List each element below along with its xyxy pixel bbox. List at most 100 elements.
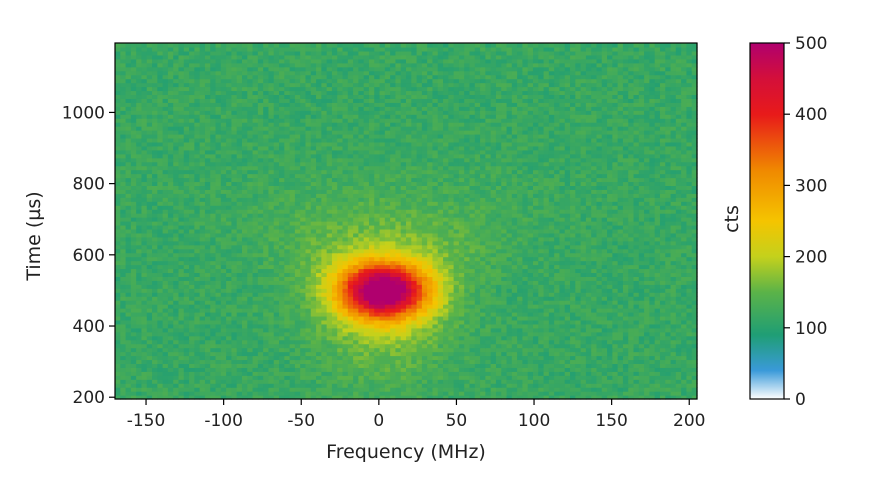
heatmap-cell <box>437 387 444 392</box>
heatmap-cell <box>437 379 444 384</box>
heatmap-cell <box>675 288 682 293</box>
heatmap-cell <box>543 221 550 226</box>
heatmap-cell <box>363 292 370 297</box>
heatmap-cell <box>406 252 412 258</box>
heatmap-cell <box>501 224 508 230</box>
heatmap-cell <box>416 284 423 289</box>
heatmap-cell <box>358 319 365 325</box>
heatmap-cell <box>310 300 317 305</box>
heatmap-cell <box>670 296 677 301</box>
heatmap-cell <box>421 379 428 384</box>
heatmap-cell <box>453 327 460 333</box>
heatmap-cell <box>469 367 476 372</box>
heatmap-cell <box>294 304 301 309</box>
heatmap-cell <box>591 367 598 372</box>
heatmap-cell <box>279 371 285 376</box>
heatmap-cell <box>448 280 455 285</box>
heatmap-cell <box>379 395 386 400</box>
heatmap-cell <box>416 232 423 238</box>
heatmap-cell <box>374 315 381 321</box>
heatmap-cell <box>517 308 523 313</box>
heatmap-cell <box>263 387 270 392</box>
heatmap-cell <box>141 391 148 396</box>
heatmap-cell <box>331 284 338 289</box>
heatmap-cell <box>495 379 502 384</box>
heatmap-cell <box>691 252 698 258</box>
heatmap-cell <box>305 355 312 361</box>
heatmap-cell <box>622 379 629 384</box>
heatmap-cell <box>125 379 132 384</box>
heatmap-cell <box>342 395 349 400</box>
heatmap-cell <box>538 264 545 270</box>
heatmap-cell <box>178 319 185 325</box>
heatmap-cell <box>210 260 217 266</box>
heatmap-cell <box>501 292 508 297</box>
heatmap-cell <box>622 308 629 313</box>
heatmap-cell <box>633 280 640 285</box>
heatmap-cell <box>622 319 629 325</box>
heatmap-cell <box>659 323 666 329</box>
heatmap-cell <box>464 383 471 388</box>
heatmap-cell <box>490 292 497 297</box>
heatmap-cell <box>506 244 513 250</box>
heatmap-cell <box>585 351 592 357</box>
heatmap-cell <box>162 323 169 329</box>
heatmap-cell <box>691 327 698 333</box>
heatmap-cell <box>384 367 391 372</box>
heatmap-cell <box>263 315 270 321</box>
heatmap-cell <box>268 391 275 396</box>
heatmap-cell <box>379 327 386 333</box>
heatmap-cell <box>659 363 666 368</box>
heatmap-cell <box>331 300 338 305</box>
heatmap-cell <box>226 272 232 277</box>
heatmap-cell <box>485 300 492 305</box>
heatmap-cell <box>167 252 174 258</box>
heatmap-cell <box>199 236 206 242</box>
heatmap-cell <box>575 256 582 262</box>
heatmap-cell <box>501 391 508 396</box>
heatmap-cell <box>432 383 439 388</box>
heatmap-cell <box>570 288 576 293</box>
heatmap-cell <box>120 268 127 274</box>
heatmap-cell <box>607 240 613 246</box>
heatmap-cell <box>321 355 328 361</box>
heatmap-cell <box>538 236 545 242</box>
heatmap-cell <box>115 347 121 353</box>
heatmap-cell <box>638 343 645 349</box>
heatmap-cell <box>607 375 613 380</box>
heatmap-cell <box>241 308 248 313</box>
heatmap-cell <box>321 391 328 396</box>
heatmap-cell <box>670 391 677 396</box>
heatmap-cell <box>257 359 264 364</box>
heatmap-cell <box>210 383 217 388</box>
heatmap-cell <box>321 236 328 242</box>
heatmap-cell <box>617 228 624 234</box>
heatmap-cell <box>474 355 481 361</box>
heatmap-cell <box>310 244 317 250</box>
heatmap-cell <box>691 343 698 349</box>
heatmap-cell <box>226 387 232 392</box>
heatmap-cell <box>379 264 386 270</box>
heatmap-cell <box>347 240 354 246</box>
heatmap-cell <box>226 391 232 396</box>
heatmap-cell <box>580 224 587 230</box>
heatmap-cell <box>326 395 333 400</box>
heatmap-cell <box>226 228 232 234</box>
heatmap-cell <box>300 236 307 242</box>
heatmap-cell <box>368 240 375 246</box>
heatmap-cell <box>622 315 629 321</box>
heatmap-cell <box>517 339 523 345</box>
heatmap-cell <box>511 256 518 262</box>
heatmap-cell <box>226 296 232 301</box>
heatmap-cell <box>379 355 386 361</box>
heatmap-cell <box>210 304 217 309</box>
heatmap-cell <box>136 343 143 349</box>
heatmap-cell <box>511 371 518 376</box>
heatmap-cell <box>326 260 333 266</box>
heatmap-cell <box>559 268 566 274</box>
heatmap-cell <box>453 363 460 368</box>
heatmap-cell <box>136 379 143 384</box>
heatmap-cell <box>596 319 603 325</box>
heatmap-cell <box>141 228 148 234</box>
heatmap-cell <box>437 304 444 309</box>
